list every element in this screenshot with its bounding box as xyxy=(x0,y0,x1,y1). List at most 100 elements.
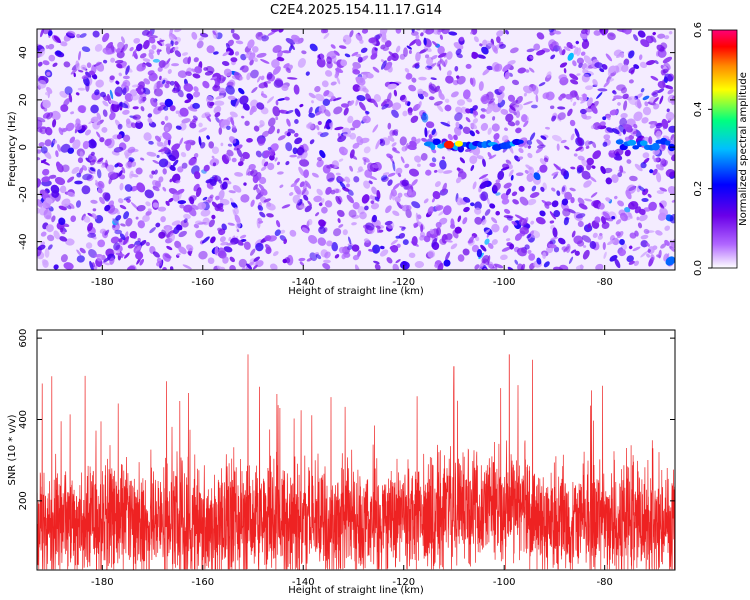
speckle-cell xyxy=(344,53,351,58)
speckle-cell xyxy=(220,241,229,246)
speckle-cell xyxy=(323,32,330,40)
speckle-cell xyxy=(429,162,436,168)
band-cell xyxy=(632,145,640,150)
speckle-cell xyxy=(480,114,486,119)
speckle-cell xyxy=(628,50,635,59)
speckle-cell xyxy=(259,120,265,127)
speckle-cell xyxy=(371,186,378,195)
speckle-cell xyxy=(494,63,503,72)
speckle-cell xyxy=(247,39,255,49)
speckle-cell xyxy=(234,214,241,224)
speckle-cell xyxy=(216,203,224,210)
speckle-cell xyxy=(342,34,352,45)
speckle-cell xyxy=(42,99,51,105)
speckle-cell xyxy=(289,229,297,237)
speckle-cell xyxy=(572,101,577,106)
speckle-cell xyxy=(650,75,659,81)
speckle-cell xyxy=(533,172,541,181)
speckle-cell xyxy=(455,48,462,56)
speckle-cell xyxy=(517,67,527,74)
speckle-cell xyxy=(250,248,256,256)
colorbar-tick-label: 0.6 xyxy=(693,22,704,38)
speckle-cell xyxy=(294,137,303,145)
speckle-cell xyxy=(552,173,558,179)
speckle-cell xyxy=(238,239,244,246)
speckle-cell xyxy=(56,144,62,152)
speckle-cell xyxy=(266,71,273,80)
speckle-cell xyxy=(266,96,275,104)
speckle-cell xyxy=(496,36,501,44)
speckle-cell xyxy=(575,40,579,45)
speckle-cell xyxy=(387,172,396,177)
speckle-cell xyxy=(115,48,121,54)
speckle-cell xyxy=(51,190,60,198)
speckle-cell xyxy=(267,117,276,127)
speckle-cell xyxy=(572,60,577,67)
speckle-cell xyxy=(301,50,307,55)
speckle-cell xyxy=(206,45,215,54)
speckle-cell xyxy=(628,201,639,210)
speckle-cell xyxy=(515,127,522,134)
speckle-cell xyxy=(362,115,371,124)
speckle-cell xyxy=(119,182,124,191)
speckle-cell xyxy=(112,218,120,226)
speckle-cell xyxy=(88,70,96,76)
speckle-cell xyxy=(272,106,281,117)
speckle-cell xyxy=(372,164,380,169)
speckle-cell xyxy=(603,251,607,259)
speckle-cell xyxy=(457,254,465,262)
speckle-cell xyxy=(431,128,436,136)
speckle-cell xyxy=(164,126,169,132)
speckle-cell xyxy=(128,157,135,162)
band-cell xyxy=(432,138,441,146)
speckle-cell xyxy=(158,60,166,68)
speckle-cell xyxy=(243,241,251,250)
speckle-cell xyxy=(123,196,131,201)
speckle-cell xyxy=(654,60,659,65)
speckle-cell xyxy=(330,44,336,49)
speckle-cell xyxy=(584,198,593,202)
speckle-cell xyxy=(130,173,139,178)
speckle-cell xyxy=(402,239,409,246)
speckle-cell xyxy=(462,196,471,203)
speckle-cell xyxy=(496,30,504,37)
speckle-cell xyxy=(406,205,412,211)
speckle-cell xyxy=(334,126,344,131)
speckle-cell xyxy=(638,208,646,216)
speckle-cell xyxy=(124,184,133,192)
speckle-cell xyxy=(263,81,268,88)
speckle-cell xyxy=(158,176,164,183)
speckle-cell xyxy=(603,80,610,88)
speckle-cell xyxy=(294,177,300,184)
speckle-cell xyxy=(509,105,516,111)
speckle-cell xyxy=(374,47,378,51)
speckle-cell xyxy=(157,39,165,43)
speckle-cell xyxy=(169,164,176,172)
speckle-cell xyxy=(46,112,54,120)
speckle-cell xyxy=(553,246,560,253)
speckle-cell xyxy=(171,63,180,67)
speckle-cell xyxy=(485,40,493,47)
speckle-cell xyxy=(400,261,410,270)
speckle-cell xyxy=(445,239,453,243)
speckle-cell xyxy=(315,212,320,217)
speckle-cell xyxy=(42,60,50,66)
speckle-cell xyxy=(425,29,435,35)
speckle-cell xyxy=(362,72,368,80)
speckle-cell xyxy=(90,151,95,156)
speckle-cell xyxy=(378,229,384,233)
speckle-cell xyxy=(551,187,556,192)
speckle-cell xyxy=(575,146,583,152)
speckle-cell xyxy=(395,45,401,53)
speckle-cell xyxy=(257,32,263,37)
speckle-cell xyxy=(414,155,422,163)
speckle-cell xyxy=(61,198,71,207)
speckle-cell xyxy=(235,221,241,229)
speckle-cell xyxy=(178,246,187,255)
speckle-cell xyxy=(40,231,47,237)
speckle-cell xyxy=(193,57,199,63)
speckle-cell xyxy=(488,154,497,160)
speckle-cell xyxy=(165,43,173,48)
speckle-cell xyxy=(210,236,216,244)
speckle-cell xyxy=(263,198,272,203)
